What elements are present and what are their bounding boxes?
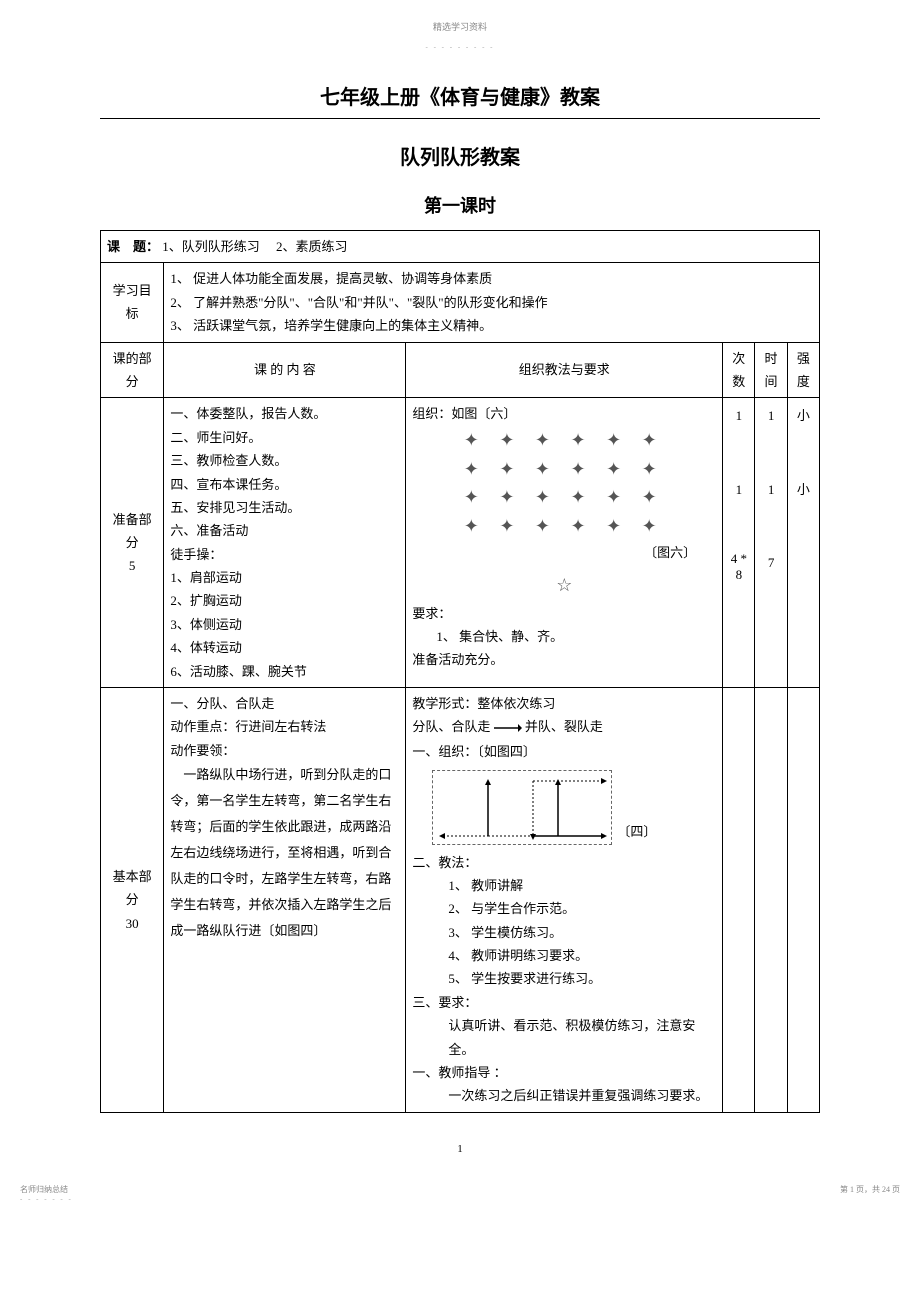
prep-n3: 4 * 8 xyxy=(729,551,748,582)
basic-c3: 动作要领： xyxy=(170,739,399,762)
goal-2: 2、 了解并熟悉"分队"、"合队"和"并队"、"裂队"的队形变化和操作 xyxy=(170,291,813,314)
basic-m1: 教学形式：整体依次练习 xyxy=(412,692,716,715)
header-part: 课的部分 xyxy=(101,342,164,398)
prep-i2: 小 xyxy=(794,478,813,501)
subtitle: 队列队形教案 xyxy=(100,141,820,170)
basic-m5: 1、 教师讲解 xyxy=(412,874,716,897)
prep-label: 准备部分 5 xyxy=(101,398,164,688)
footer-left-sub: - - - - - - - xyxy=(20,1195,73,1203)
teacher-star-icon: ☆ xyxy=(412,569,716,601)
prep-m1: 组织：如图〔六〕 xyxy=(412,402,716,425)
prep-c3: 三、教师检查人数。 xyxy=(170,449,399,472)
prep-c12: 6、活动膝、踝、腕关节 xyxy=(170,660,399,683)
top-note: 精选学习资料 xyxy=(100,20,820,33)
header-content: 课 的 内 容 xyxy=(164,342,406,398)
topic-text: 1、队列队形练习 2、素质练习 xyxy=(162,239,347,254)
basic-m10: 三、要求： xyxy=(412,991,716,1014)
formation-row-1: ✦ ✦ ✦ ✦ ✦ ✦ xyxy=(412,426,716,455)
fig4-label: 〔四〕 xyxy=(617,820,656,843)
prep-c9: 2、扩胸运动 xyxy=(170,589,399,612)
prep-m4: 准备活动充分。 xyxy=(412,648,716,671)
prep-c5: 五、安排见习生活动。 xyxy=(170,496,399,519)
prep-i1: 小 xyxy=(794,404,813,427)
diagram-fig4: 〔四〕 xyxy=(432,770,612,845)
header-times: 次数 xyxy=(723,342,755,398)
basic-m9: 5、 学生按要求进行练习。 xyxy=(412,967,716,990)
prep-c11: 4、体转运动 xyxy=(170,636,399,659)
basic-m11: 认真听讲、看示范、积极模仿练习，注意安全。 xyxy=(412,1014,716,1061)
basic-label-num: 30 xyxy=(126,916,139,931)
prep-c1: 一、体委整队，报告人数。 xyxy=(170,402,399,425)
goal-3: 3、 活跃课堂气氛，培养学生健康向上的集体主义精神。 xyxy=(170,314,813,337)
top-note-sub: - - - - - - - - - xyxy=(100,43,820,51)
basic-m2b: 并队、裂队走 xyxy=(525,719,603,734)
formation-row-3: ✦ ✦ ✦ ✦ ✦ ✦ xyxy=(412,483,716,512)
basic-m6: 2、 与学生合作示范。 xyxy=(412,897,716,920)
formation-row-4: ✦ ✦ ✦ ✦ ✦ ✦ xyxy=(412,512,716,541)
prep-label-num: 5 xyxy=(129,558,136,573)
prep-m2: 要求： xyxy=(412,602,716,625)
footer-right: 第 1 页，共 24 页 xyxy=(840,1184,900,1195)
basic-label: 基本部分 30 xyxy=(101,688,164,1113)
basic-c2: 动作重点：行进间左右转法 xyxy=(170,715,399,738)
basic-m7: 3、 学生模仿练习。 xyxy=(412,921,716,944)
goals-label: 学习目标 xyxy=(101,263,164,342)
prep-c2: 二、师生问好。 xyxy=(170,426,399,449)
prep-c7: 徒手操： xyxy=(170,543,399,566)
header-method: 组织教法与要求 xyxy=(406,342,723,398)
prep-n1: 1 xyxy=(729,404,748,427)
basic-label-text: 基本部分 xyxy=(113,869,152,907)
header-intensity: 强度 xyxy=(787,342,819,398)
basic-m4: 二、教法： xyxy=(412,851,716,874)
prep-c10: 3、体侧运动 xyxy=(170,613,399,636)
prep-t1: 1 xyxy=(761,404,780,427)
basic-c1: 一、分队、合队走 xyxy=(170,692,399,715)
prep-m3: 1、 集合快、静、齐。 xyxy=(412,625,716,648)
basic-m8: 4、 教师讲明练习要求。 xyxy=(412,944,716,967)
prep-t3: 7 xyxy=(761,551,780,574)
basic-m2: 分队、合队走 并队、裂队走 xyxy=(412,715,716,740)
page-number: 1 xyxy=(100,1143,820,1155)
formation-row-2: ✦ ✦ ✦ ✦ ✦ ✦ xyxy=(412,455,716,484)
prep-label-text: 准备部分 xyxy=(113,512,152,550)
prep-c8: 1、肩部运动 xyxy=(170,566,399,589)
fig6-label: 〔图六〕 xyxy=(412,541,716,564)
lesson-plan-table: 课 题： 1、队列队形练习 2、素质练习 学习目标 1、 促进人体功能全面发展，… xyxy=(100,230,820,1113)
prep-c6: 六、准备活动 xyxy=(170,519,399,542)
goal-1: 1、 促进人体功能全面发展，提高灵敏、协调等身体素质 xyxy=(170,267,813,290)
header-duration: 时间 xyxy=(755,342,787,398)
lesson-title: 第一课时 xyxy=(100,192,820,218)
basic-c4: 一路纵队中场行进，听到分队走的口令，第一名学生左转弯，第二名学生右转弯；后面的学… xyxy=(170,762,399,944)
basic-m12: 一、教师指导 ： xyxy=(412,1061,716,1084)
basic-m3: 一、组织：〔如图四〕 xyxy=(412,740,716,763)
prep-t2: 1 xyxy=(761,478,780,501)
prep-n2: 1 xyxy=(729,478,748,501)
basic-m13: 一次练习之后纠正错误并重复强调练习要求。 xyxy=(412,1084,716,1107)
basic-m2a: 分队、合队走 xyxy=(412,719,493,734)
arrow-right-icon xyxy=(494,717,522,740)
prep-c4: 四、宣布本课任务。 xyxy=(170,473,399,496)
page-title: 七年级上册《体育与健康》教案 xyxy=(100,81,820,119)
topic-label: 课 题： xyxy=(107,239,159,254)
footer-left: 名师归纳总结 xyxy=(20,1184,68,1195)
